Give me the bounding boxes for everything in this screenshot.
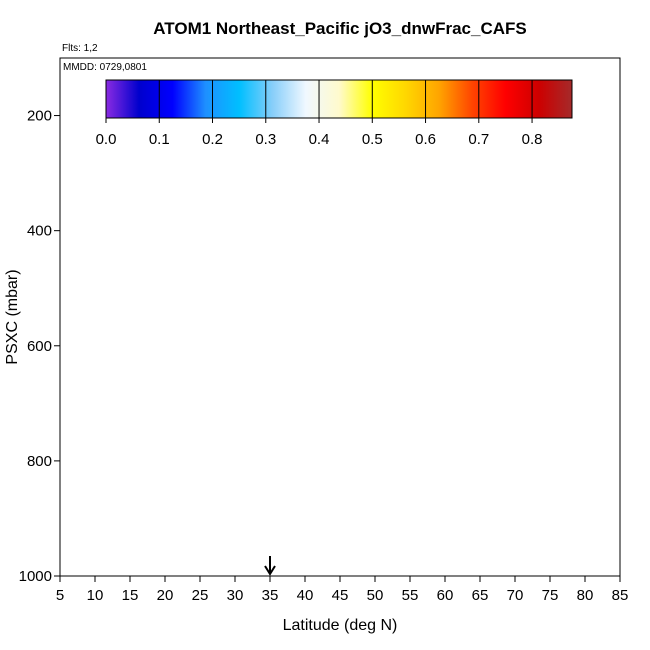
flight-profiles — [58, 126, 580, 578]
x-tick-label: 60 — [437, 587, 454, 604]
colorbar: 0.0 0.1 0.2 0.3 0.4 0.5 0.6 0.7 0.8 — [96, 79, 573, 148]
x-tick-label: 70 — [507, 587, 524, 604]
chart-title: ATOM1 Northeast_Pacific jO3_dnwFrac_CAFS — [153, 19, 526, 38]
colorbar-tick-label: 0.2 — [202, 131, 223, 148]
x-axis-label: Latitude (deg N) — [283, 617, 398, 634]
x-tick-label: 35 — [262, 587, 279, 604]
x-axis: 5 10 15 20 25 30 35 40 45 50 55 60 65 70 75 80 85 — [56, 575, 629, 604]
colorbar-tick-label: 0.6 — [415, 131, 436, 148]
y-axis: 200 400 600 800 1000 — [19, 108, 61, 585]
colorbar-tick-label: 0.0 — [96, 131, 117, 148]
y-tick-label: 1000 — [19, 568, 52, 585]
x-tick-label: 65 — [472, 587, 489, 604]
colorbar-tick-label: 0.5 — [362, 131, 383, 148]
x-tick-label: 75 — [542, 587, 559, 604]
y-tick-label: 800 — [27, 453, 52, 470]
x-tick-label: 80 — [577, 587, 594, 604]
marker-arrow-head — [264, 565, 276, 576]
colorbar-tick-label: 0.8 — [522, 131, 543, 148]
y-tick-label: 200 — [27, 108, 52, 125]
date-label: MMDD: 0729,0801 — [63, 62, 147, 73]
x-tick-label: 5 — [56, 587, 64, 604]
profile-line-1 — [58, 126, 580, 578]
flights-label: Flts: 1,2 — [62, 43, 98, 54]
x-tick-label: 10 — [87, 587, 104, 604]
colorbar-gradient — [105, 79, 573, 119]
colorbar-tick-label: 0.7 — [468, 131, 489, 148]
x-tick-label: 30 — [227, 587, 244, 604]
colorbar-tick-label: 0.3 — [255, 131, 276, 148]
x-tick-label: 25 — [192, 587, 209, 604]
x-tick-label: 20 — [157, 587, 174, 604]
y-tick-label: 400 — [27, 223, 52, 240]
x-tick-label: 40 — [297, 587, 314, 604]
x-tick-label: 85 — [612, 587, 629, 604]
y-axis-label: PSXC (mbar) — [4, 269, 21, 364]
latitude-marker — [264, 556, 276, 576]
x-tick-label: 55 — [402, 587, 419, 604]
y-tick-label: 600 — [27, 338, 52, 355]
x-tick-label: 15 — [122, 587, 139, 604]
x-tick-label: 50 — [367, 587, 384, 604]
colorbar-tick-label: 0.1 — [149, 131, 170, 148]
x-tick-label: 45 — [332, 587, 349, 604]
profile-line-2 — [59, 149, 579, 577]
colorbar-tick-label: 0.4 — [309, 131, 330, 148]
